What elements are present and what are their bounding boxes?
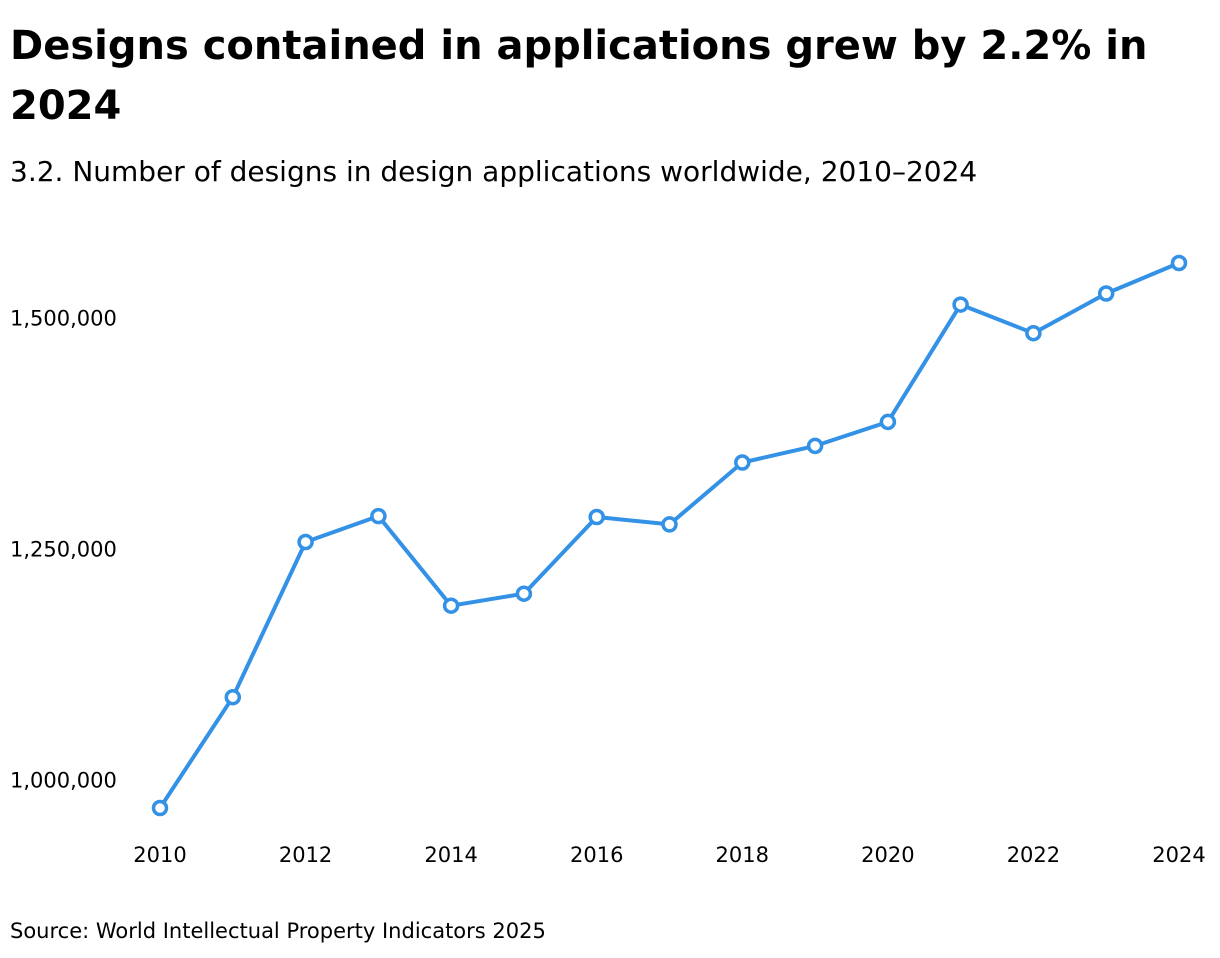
chart-subtitle: 3.2. Number of designs in design applica…: [10, 155, 978, 188]
data-point[interactable]: [1025, 324, 1042, 342]
x-tick-label: 2024: [1152, 843, 1205, 867]
series-group: [151, 254, 1188, 817]
x-tick-label: 2014: [424, 843, 477, 867]
data-point[interactable]: [297, 533, 314, 551]
data-point[interactable]: [661, 516, 678, 533]
x-tick-label: 2010: [133, 843, 186, 867]
data-point[interactable]: [879, 413, 897, 431]
series-line: [158, 261, 1180, 810]
data-point[interactable]: [588, 508, 605, 526]
x-tick-label: 2022: [1007, 843, 1060, 867]
x-axis: 2010 2012 2014 2016 2018 2020 2022 2024: [133, 843, 1205, 867]
data-point[interactable]: [515, 585, 533, 602]
data-point[interactable]: [151, 799, 169, 817]
x-tick-label: 2018: [716, 843, 769, 867]
y-tick-label: 1,250,000: [10, 537, 117, 561]
x-tick-label: 2016: [570, 843, 623, 867]
data-point[interactable]: [442, 597, 460, 614]
chart-title: Designs contained in applications grew b…: [10, 23, 1148, 129]
y-tick-label: 1,000,000: [10, 768, 117, 792]
data-point[interactable]: [952, 296, 969, 313]
source-note: Source: World Intellectual Property Indi…: [10, 919, 546, 943]
data-point[interactable]: [1097, 285, 1115, 302]
x-tick-label: 2020: [861, 843, 914, 867]
data-point[interactable]: [1170, 254, 1188, 272]
x-tick-label: 2012: [279, 843, 332, 867]
data-point[interactable]: [370, 507, 387, 525]
data-point[interactable]: [806, 437, 824, 455]
y-axis: 1,000,000 1,250,000 1,500,000: [10, 306, 117, 792]
data-point[interactable]: [734, 454, 751, 471]
y-tick-label: 1,500,000: [10, 306, 117, 330]
data-point[interactable]: [224, 688, 242, 706]
